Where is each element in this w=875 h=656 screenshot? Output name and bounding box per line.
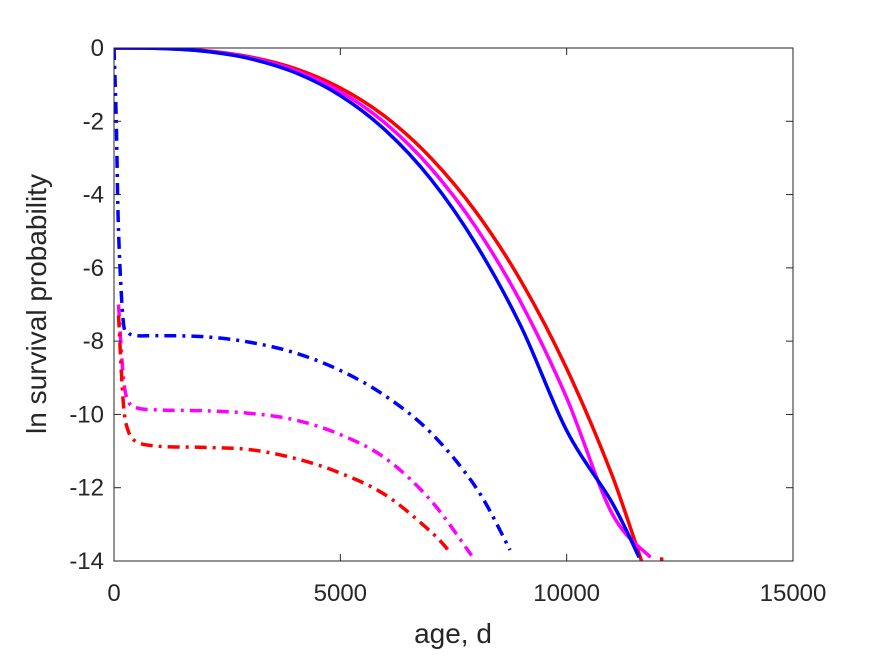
x-tick-label: 5000 — [314, 580, 367, 607]
series-layer — [114, 48, 664, 561]
y-tick-label: 0 — [91, 35, 104, 62]
y-tick-label: -2 — [83, 108, 104, 135]
y-tick-label: -6 — [83, 255, 104, 282]
series-line-5-dashdot — [116, 304, 474, 557]
plot-frame — [113, 47, 794, 562]
y-tick-label: -8 — [83, 328, 104, 355]
y-tick-label: -4 — [83, 182, 104, 209]
plot-area — [114, 48, 793, 561]
y-tick-label: -12 — [69, 475, 104, 502]
x-tick-label: 0 — [107, 580, 120, 607]
x-tick-label: 10000 — [533, 580, 600, 607]
y-axis-label: ln survival probability — [21, 174, 52, 434]
series-line-4-dashdot — [114, 48, 512, 551]
series-line-6-dashdot — [116, 315, 453, 555]
y-tick-label: -14 — [69, 548, 104, 575]
x-axis-label: age, d — [414, 618, 492, 649]
tick-layer: 0 5000 10000 15000 0 -2 -4 -6 -8 -10 -12 -14 — [69, 35, 826, 607]
y-tick-label: -10 — [69, 401, 104, 428]
x-tick-label: 15000 — [760, 580, 827, 607]
series-line-3-solid — [114, 48, 641, 559]
